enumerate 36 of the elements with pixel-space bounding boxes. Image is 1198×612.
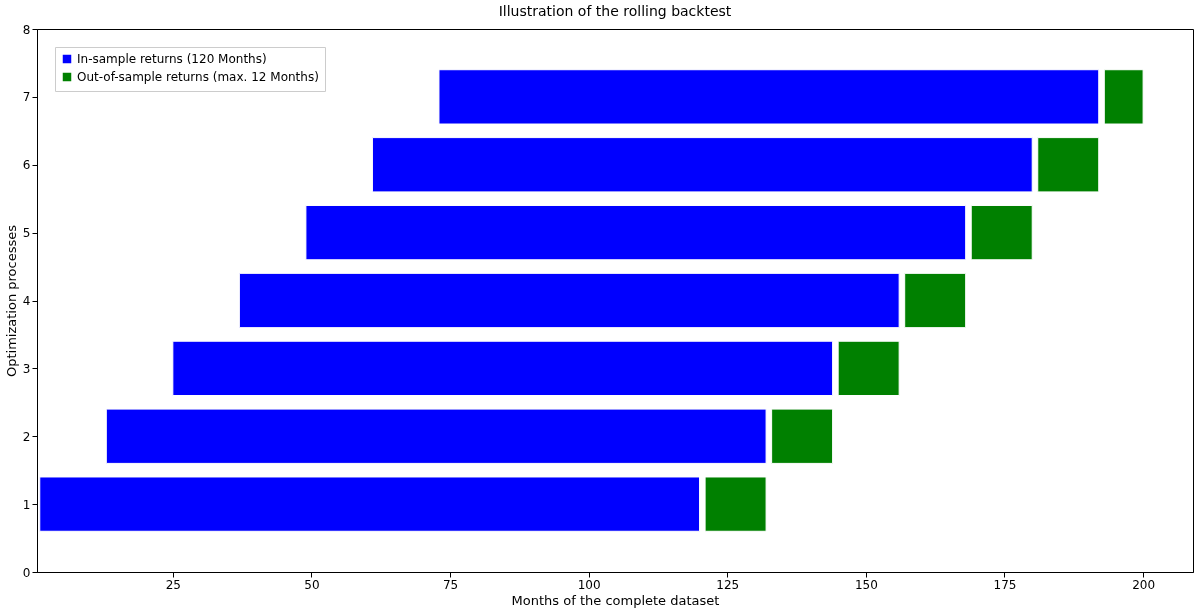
bar xyxy=(837,340,900,397)
bar xyxy=(1103,69,1144,125)
y-tick-label: 8 xyxy=(22,22,31,37)
x-tick-label: 50 xyxy=(304,577,320,592)
x-tick-label: 175 xyxy=(993,577,1017,592)
legend-label: In-sample returns (120 Months) xyxy=(77,52,267,66)
bar xyxy=(371,137,1033,193)
y-tick-label: 0 xyxy=(22,565,31,580)
bar xyxy=(438,69,1100,125)
bar xyxy=(771,408,834,464)
x-tick-label: 25 xyxy=(165,577,181,592)
y-axis-title: Optimization processes xyxy=(3,224,19,378)
x-axis-title: Months of the complete dataset xyxy=(511,592,720,608)
bar xyxy=(238,272,900,329)
bar xyxy=(904,272,967,329)
legend-label: Out-of-sample returns (max. 12 Months) xyxy=(77,70,319,84)
bar xyxy=(970,204,1033,261)
x-tick-label: 150 xyxy=(854,577,878,592)
bar xyxy=(305,204,967,261)
bar xyxy=(1037,137,1100,193)
bar xyxy=(39,476,701,532)
chart-title: Illustration of the rolling backtest xyxy=(498,3,732,19)
bar xyxy=(105,408,767,464)
y-tick-label: 3 xyxy=(22,361,31,376)
bar xyxy=(704,476,767,532)
x-tick-label: 125 xyxy=(716,577,740,592)
x-tick-label: 100 xyxy=(577,577,601,592)
x-tick-label: 200 xyxy=(1132,577,1156,592)
y-tick-label: 5 xyxy=(22,226,31,241)
y-tick-label: 1 xyxy=(22,497,31,512)
y-tick-label: 4 xyxy=(22,294,31,308)
y-tick-label: 6 xyxy=(22,158,31,173)
x-tick-label: 75 xyxy=(442,577,459,592)
y-tick-label: 7 xyxy=(22,90,31,105)
y-tick-label: 2 xyxy=(22,429,31,444)
bar xyxy=(172,340,834,397)
